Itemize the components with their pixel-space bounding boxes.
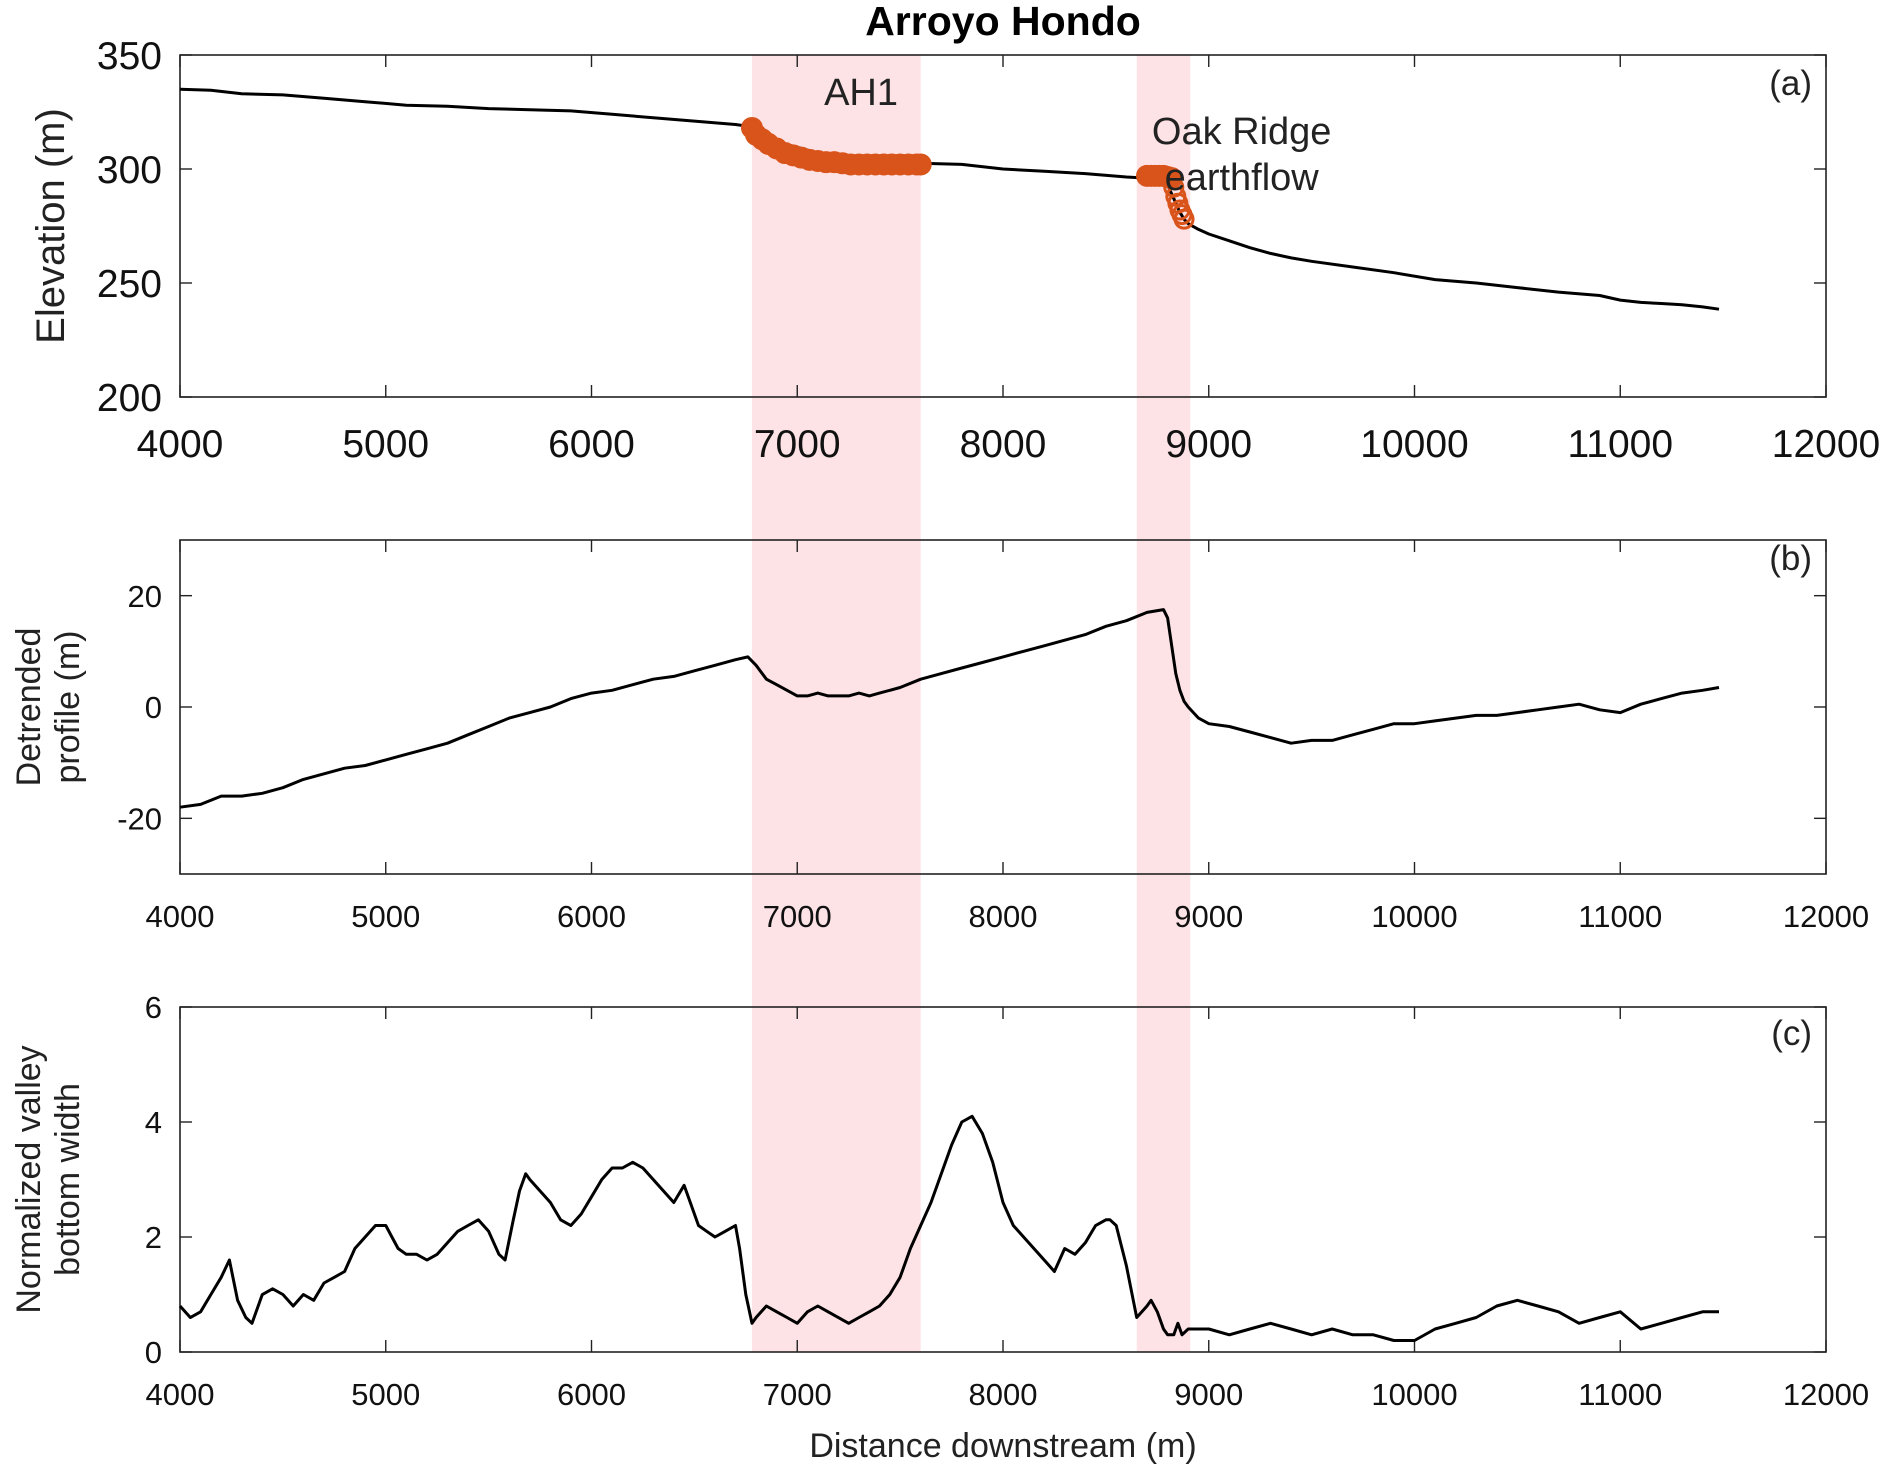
x-tick-label-c: 12000	[1783, 1377, 1869, 1412]
y-axis-label-c: Normalized valleybottom width	[10, 1045, 87, 1313]
x-tick-label-a: 8000	[960, 423, 1047, 466]
series-line-c	[178, 1114, 1719, 1342]
series-line-b	[179, 608, 1720, 809]
y-axis-label-line-c: bottom width	[49, 1083, 87, 1276]
y-tick-label-a: 300	[97, 149, 162, 192]
y-tick-label-c: 4	[145, 1105, 162, 1140]
annotation-line: AH1	[824, 72, 898, 114]
y-axis-label-a: Elevation (m)	[29, 108, 73, 344]
panel-label-b: (b)	[1769, 539, 1812, 578]
annotation-line: earthflow	[1165, 157, 1320, 199]
x-tick-label-b: 10000	[1371, 899, 1457, 934]
y-tick-label-c: 6	[145, 990, 162, 1025]
x-axis-label-c: Distance downstream (m)	[809, 1427, 1196, 1465]
y-tick-label-a: 350	[97, 35, 162, 78]
y-tick-label-b: 0	[145, 690, 162, 725]
y-tick-label-b: 20	[128, 579, 162, 614]
x-tick-label-c: 6000	[557, 1377, 626, 1412]
x-tick-label-c: 8000	[969, 1377, 1038, 1412]
x-tick-label-b: 5000	[351, 899, 420, 934]
y-tick-label-c: 0	[145, 1335, 162, 1370]
x-tick-label-c: 7000	[763, 1377, 832, 1412]
panel-a: 4000 5000 6000 7000 8000 9000 10000 11000 12000 2…	[29, 35, 1880, 466]
y-tick-label-a: 200	[97, 377, 162, 420]
annotation-line: Oak Ridge	[1152, 111, 1332, 153]
x-tick-label-c: 5000	[351, 1377, 420, 1412]
x-tick-label-a: 11000	[1567, 423, 1673, 466]
x-tick-label-b: 4000	[146, 899, 215, 934]
x-tick-label-b: 11000	[1578, 899, 1662, 934]
y-tick-label-a: 250	[97, 263, 162, 306]
y-axis-label-line-b: Detrended	[10, 628, 48, 787]
panel-b: 4000 5000 6000 7000 8000 9000 10000 11000 12000 -…	[10, 539, 1869, 934]
x-tick-label-a: 10000	[1360, 423, 1468, 466]
annotation-label: Oak Ridge earthflow	[1152, 111, 1332, 199]
y-axis-label-b: Detrendedprofile (m)	[10, 628, 87, 787]
x-tick-label-a: 12000	[1772, 423, 1880, 466]
highlight-bands	[751, 55, 1191, 1352]
x-tick-label-b: 8000	[969, 899, 1038, 934]
x-tick-label-b: 6000	[557, 899, 626, 934]
highlight-band-2	[1136, 55, 1191, 1352]
panel-c: 4000 5000 6000 7000 8000 9000 10000 11000 12000 0…	[10, 990, 1869, 1465]
x-tick-label-a: 7000	[754, 423, 841, 466]
highlight-band-1	[751, 55, 921, 1352]
panel-label-a: (a)	[1769, 64, 1812, 103]
x-tick-label-a: 5000	[342, 423, 429, 466]
annotation-label: AH1	[824, 72, 898, 114]
data-point-filled	[909, 153, 932, 176]
x-tick-label-c: 4000	[146, 1377, 215, 1412]
x-tick-label-b: 9000	[1174, 899, 1243, 934]
y-axis-label-line-b: profile (m)	[49, 630, 87, 783]
y-axis-label-line-c: Normalized valley	[10, 1045, 48, 1313]
y-tick-label-c: 2	[145, 1220, 162, 1255]
x-tick-label-a: 9000	[1165, 423, 1252, 466]
x-tick-label-a: 4000	[137, 423, 224, 466]
data-point-open	[1173, 208, 1195, 230]
y-tick-label-b: -20	[117, 801, 162, 836]
x-tick-label-b: 7000	[763, 899, 832, 934]
x-tick-label-c: 9000	[1174, 1377, 1243, 1412]
chart-title: Arroyo Hondo	[865, 0, 1141, 44]
x-tick-label-c: 11000	[1578, 1377, 1662, 1412]
x-tick-label-c: 10000	[1371, 1377, 1457, 1412]
panel-label-c: (c)	[1771, 1014, 1812, 1053]
x-tick-label-b: 12000	[1783, 899, 1869, 934]
x-tick-label-a: 6000	[548, 423, 635, 466]
